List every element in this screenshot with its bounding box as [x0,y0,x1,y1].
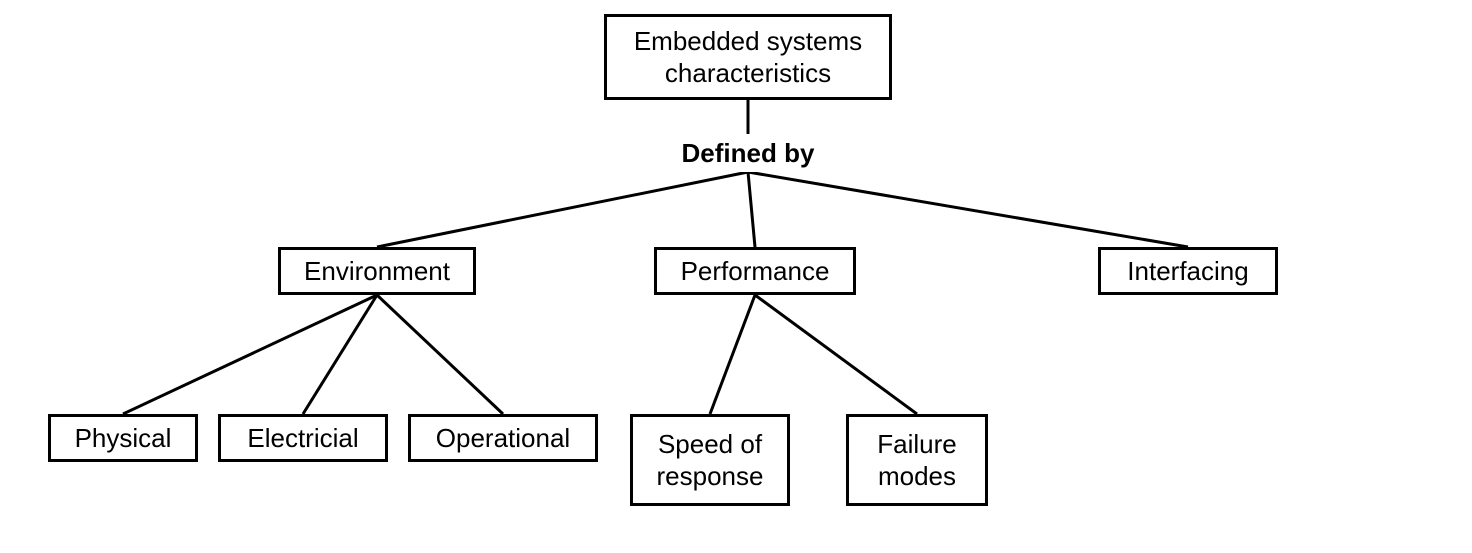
node-electrical: Electricial [218,414,388,462]
edge [377,172,748,247]
edge [748,172,1188,247]
node-operational: Operational [408,414,598,462]
edge [123,295,377,414]
node-physical: Physical [48,414,198,462]
node-speed: Speed of response [630,414,790,506]
edge [748,172,755,247]
edge [303,295,377,414]
node-performance: Performance [654,247,856,295]
label-defined_by: Defined by [672,134,824,172]
node-root: Embedded systems characteristics [604,14,892,100]
node-failure: Failure modes [846,414,988,506]
node-environment: Environment [278,247,476,295]
edge [377,295,503,414]
node-interfacing: Interfacing [1098,247,1278,295]
diagram-canvas: Embedded systems characteristics Environm… [0,0,1472,553]
edge [710,295,755,414]
edge [755,295,917,414]
